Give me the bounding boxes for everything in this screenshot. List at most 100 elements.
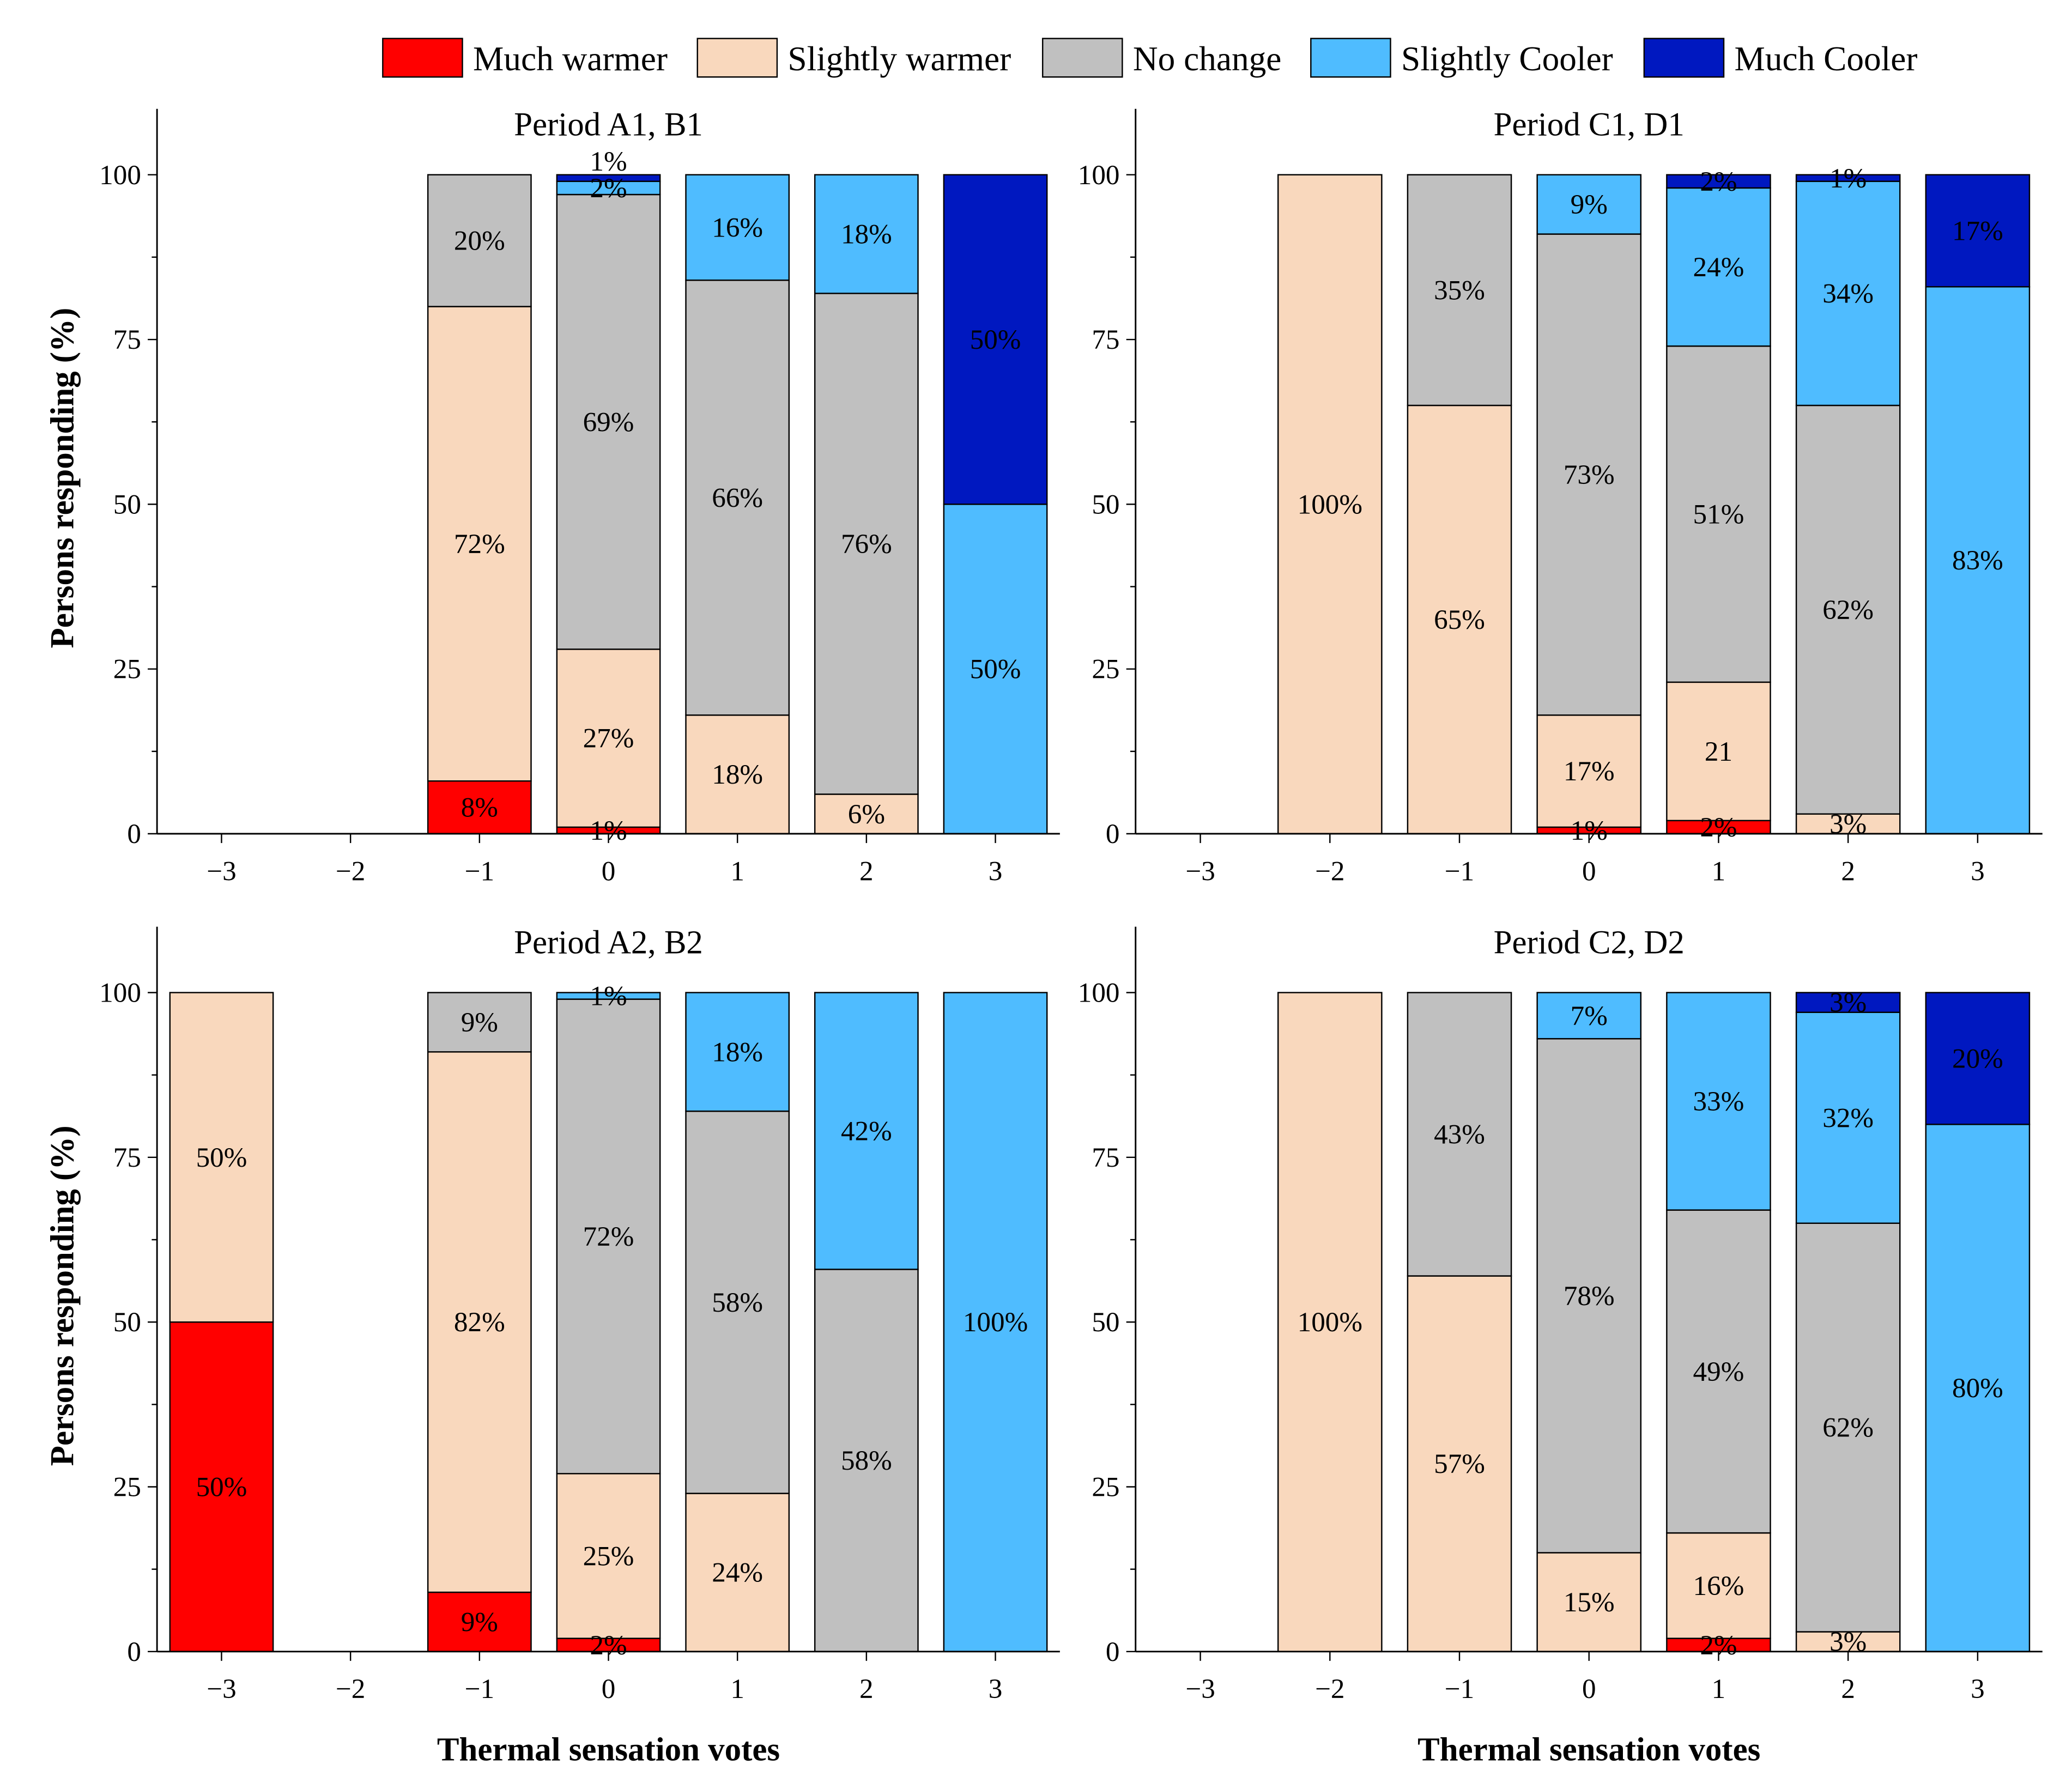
x-axis-title: Thermal sensation votes [1417,1732,1760,1768]
bar-segment-slightly-warmer [1407,404,1512,835]
x-tick-label: −3 [1185,1673,1215,1705]
x-tick-label: −2 [336,856,365,887]
bar-segment-slightly-cooler [814,992,919,1270]
data-label: 2% [590,173,627,204]
bar-segment-no-change [1795,404,1901,815]
data-label: 58% [712,1287,763,1318]
data-label: 35% [1434,275,1485,306]
y-tick-label: 75 [113,324,141,355]
bar-segment-slightly-warmer [685,1493,790,1653]
data-label: 7% [1571,1000,1608,1032]
bar-stack: 8% 72% 20% [427,174,532,835]
data-label: 16% [712,213,763,244]
legend-label: Much Cooler [1735,40,1918,78]
bar-segment-slightly-warmer [1666,1532,1771,1639]
x-tick-label: −3 [1185,856,1215,887]
y-tick-label: 50 [1092,489,1119,520]
data-label: 33% [1693,1086,1744,1117]
data-label: 20% [1952,1043,2003,1074]
x-tick-label: 1 [730,1673,744,1705]
data-label: 15% [1564,1587,1615,1618]
bar-segment-no-change [685,279,790,716]
data-label: 50% [970,324,1021,355]
x-tick-label: 1 [1712,1673,1726,1705]
bar-segment-no-change [427,992,532,1053]
bar-segment-no-change [1536,233,1642,716]
bar-segment-slightly-warmer [556,1473,661,1639]
bar-segment-slightly-warmer [1536,714,1642,828]
data-label: 18% [712,759,763,790]
bar-stack: 83% 17% [1925,174,2031,835]
panel-title: Period A1, B1 [514,107,703,143]
x-tick-label: −2 [1315,1673,1344,1705]
data-label: 82% [454,1307,505,1338]
data-label: 73% [1564,459,1615,490]
x-tick-label: −1 [1445,1673,1474,1705]
data-label: 20% [454,226,505,257]
bar-segment-much-cooler [1925,174,2031,288]
data-label: 9% [461,1007,498,1038]
bar-stack: 100% [1277,174,1383,835]
x-tick-label: 1 [1712,856,1726,887]
bar-segment-no-change [427,174,532,307]
bar-segment-no-change [1795,1222,1901,1633]
bar-stack: 50% 50% [169,992,274,1653]
bar-segment-much-cooler [1925,992,2031,1125]
x-tick-label: 0 [602,856,616,887]
bar-segment-much-cooler [1795,174,1901,183]
legend-swatch [1643,38,1725,78]
legend-item: Slightly Cooler [1310,38,1613,78]
y-tick-label: 25 [113,1472,141,1503]
x-tick-label: 3 [1971,856,1985,887]
x-tick-label: 0 [1582,856,1596,887]
data-label: 50% [196,1142,247,1173]
data-label: 51% [1693,499,1744,530]
bar-segment-slightly-cooler [1536,992,1642,1040]
x-tick-label: −3 [207,856,236,887]
panel-2: 100%65%35%1%17%73%9%2%2151%24%2%3%62%34%… [1078,107,2043,887]
bar-segment-no-change [1666,345,1771,683]
bar-segment-no-change [1407,174,1512,407]
bar-segment-slightly-cooler [1666,187,1771,347]
bar-segment-slightly-cooler [1925,286,2031,835]
data-label: 24% [712,1557,763,1588]
bar-segment-slightly-warmer [556,648,661,828]
bar-segment-slightly-cooler [1795,1011,1901,1224]
data-label: 62% [1822,595,1874,626]
y-tick-label: 100 [99,160,141,191]
y-tick-label: 0 [1106,818,1120,850]
x-tick-label: −1 [465,1673,494,1705]
y-tick-label: 0 [127,1636,141,1667]
data-label: 42% [841,1116,892,1147]
data-label: 24% [1693,252,1744,283]
bar-segment-slightly-cooler [556,992,661,1000]
data-label: 100% [1298,489,1362,520]
bar-stack: 57% 43% [1407,992,1512,1653]
legend-swatch [696,38,778,78]
legend-label: Much warmer [473,40,668,78]
legend-swatch [1310,38,1391,78]
y-tick-label: 25 [113,654,141,685]
data-label: 8% [461,792,498,823]
bar-segment-slightly-warmer [169,992,274,1323]
bar-segment-much-cooler [1795,992,1901,1013]
x-tick-label: 0 [602,1673,616,1705]
bar-segment-much-cooler [1666,174,1771,189]
bar-segment-slightly-warmer [427,1051,532,1593]
data-label: 34% [1822,278,1874,309]
x-tick-label: −1 [1445,856,1474,887]
data-label: 1% [590,146,627,177]
data-label: 72% [454,529,505,560]
bar-stack: 80% 20% [1925,992,2031,1653]
bar-segment-slightly-cooler [1536,174,1642,235]
data-label: 43% [1434,1119,1485,1150]
data-label: 100% [1298,1307,1362,1338]
bar-segment-slightly-warmer [1536,1552,1642,1653]
y-axis-title: Persons responding (%) [45,1125,81,1466]
bar-segment-slightly-warmer [1277,992,1383,1653]
y-tick-label: 100 [99,978,141,1009]
legend-item: No change [1041,38,1281,78]
bar-segment-much-cooler [943,174,1048,505]
data-label: 83% [1952,545,2003,576]
